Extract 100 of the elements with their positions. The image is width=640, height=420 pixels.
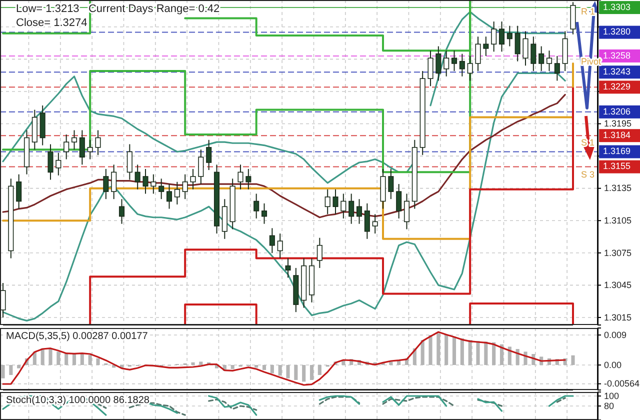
candlestick (126, 144, 132, 180)
candlestick (166, 184, 172, 210)
bar (254, 365, 258, 368)
bar (420, 340, 424, 365)
candlestick (388, 168, 394, 200)
bar (571, 355, 575, 365)
bar (310, 365, 314, 380)
bar (436, 333, 440, 365)
candlestick (348, 193, 354, 224)
y-tick-label: 1.3105 (604, 215, 632, 226)
candlestick (111, 164, 117, 200)
candlestick (285, 258, 291, 278)
y-tick-label: 0.009 (604, 330, 627, 340)
candlestick (198, 149, 204, 185)
candlestick (356, 198, 362, 224)
candlestick (87, 139, 93, 160)
bar (484, 342, 488, 365)
candlestick (436, 46, 442, 82)
bar (88, 355, 92, 365)
candlestick (467, 55, 473, 82)
candlestick (182, 174, 188, 200)
candlestick (134, 164, 140, 190)
bar (270, 365, 274, 374)
text: R 1 (581, 6, 596, 16)
candlestick (514, 25, 520, 62)
bar (318, 365, 322, 375)
candlestick (491, 21, 497, 52)
y-tick-label: 80 (604, 400, 614, 411)
candlestick (95, 130, 101, 156)
y-tick-label: -0.00564 (604, 378, 640, 389)
bar (80, 353, 84, 365)
bar (492, 342, 496, 365)
candlestick (404, 193, 410, 230)
candlestick (459, 53, 465, 77)
line-series (2, 331, 566, 386)
candlestick (142, 168, 148, 194)
candlestick (64, 134, 70, 160)
ref-line-label: 1.3155 (603, 161, 631, 172)
candlestick (324, 188, 330, 215)
candlestick (538, 46, 544, 72)
candlestick (56, 152, 62, 176)
ref-line-label: 1.3303 (603, 2, 631, 12)
bar (460, 338, 464, 365)
candlestick (340, 193, 346, 219)
candlestick (238, 164, 244, 190)
bar (56, 352, 60, 365)
chart-title: MACD(5,35,5) 0.00287 0.00177 (6, 331, 148, 342)
candlestick (522, 30, 528, 66)
candlestick (332, 188, 338, 215)
ref-line-label: 1.3280 (603, 26, 631, 37)
candlestick (16, 174, 22, 210)
candlestick (261, 202, 268, 224)
y-tick-label: 1.3045 (604, 280, 632, 290)
bar (468, 340, 472, 365)
candlestick (530, 36, 536, 72)
candlestick (48, 144, 54, 180)
bar (262, 365, 266, 370)
candlestick (498, 21, 505, 52)
text: S 1 (581, 137, 595, 148)
candlestick (316, 237, 322, 268)
candlestick (372, 214, 378, 234)
ref-line-label: 1.3184 (603, 130, 631, 140)
candlestick (483, 36, 489, 56)
candlestick (546, 50, 552, 72)
ref-line-label: 1.3243 (603, 66, 631, 76)
bar (1, 365, 5, 378)
bar (476, 341, 480, 365)
candlestick (444, 50, 450, 77)
candlestick (254, 193, 260, 219)
bar (452, 336, 456, 365)
bar (9, 365, 13, 375)
bar (302, 365, 306, 382)
bar (48, 349, 52, 365)
candlestick (118, 198, 125, 224)
ref-line-label: 1.3258 (603, 50, 631, 60)
bar (96, 358, 100, 365)
candlestick (364, 202, 370, 240)
bar (428, 335, 432, 365)
bar (444, 335, 448, 365)
candlestick (451, 50, 458, 72)
candlestick (174, 181, 180, 205)
annotation: Close= 1.3274 (16, 17, 88, 29)
bar (508, 346, 512, 365)
y-tick-label: 0.00 (604, 360, 622, 370)
text: S 3 (581, 169, 595, 180)
candlestick (269, 228, 275, 254)
y-tick-label: 1.3135 (604, 183, 632, 194)
candlestick (277, 233, 283, 259)
y-tick-label: 1.3015 (604, 312, 632, 322)
bar (294, 365, 298, 380)
bar (17, 365, 21, 368)
candlestick (554, 55, 560, 82)
candlestick (79, 130, 85, 166)
candlestick (428, 50, 434, 87)
bar (397, 361, 401, 365)
candlestick (190, 168, 196, 190)
ref-line-label: 1.3169 (603, 146, 631, 156)
bar (278, 365, 282, 376)
bar (191, 362, 195, 365)
bar (64, 353, 68, 365)
